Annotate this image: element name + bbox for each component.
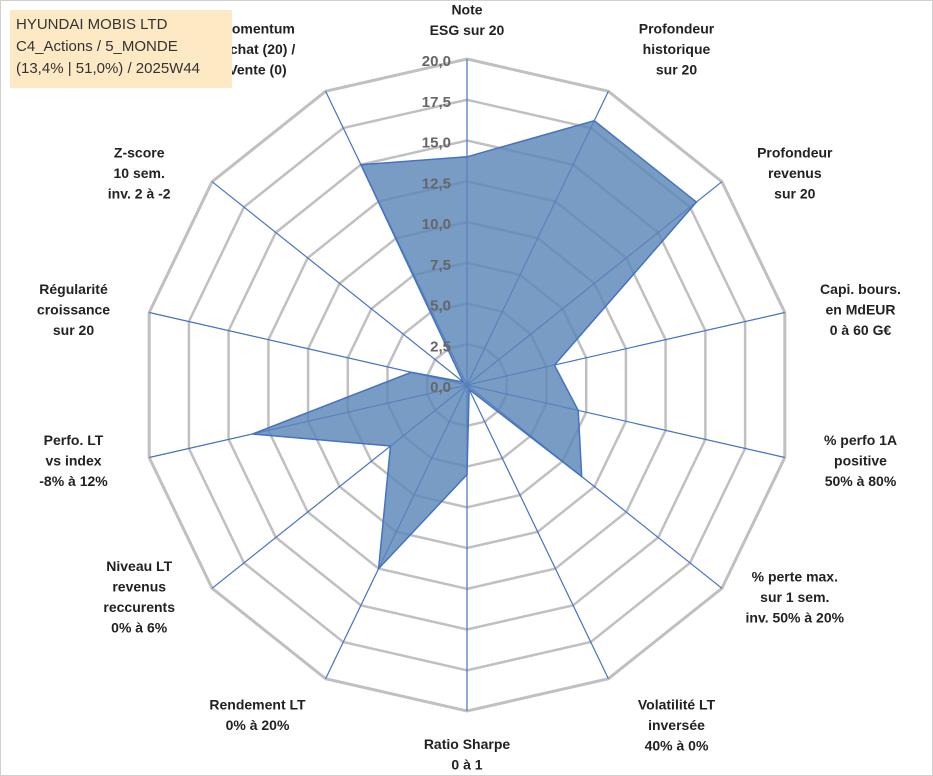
axis-label-line: Profondeur	[639, 21, 715, 37]
axis-label: Note ESG sur 20	[430, 2, 505, 39]
axis-label-line: croissance	[37, 301, 110, 317]
axis-label-line: Z-score	[114, 145, 165, 161]
axis-label-line: % perfo 1A	[824, 432, 897, 448]
axis-label-line: sur 1 sem.	[760, 589, 829, 605]
axis-labels: Note ESG sur 20 Profondeur historique sur 20…	[37, 2, 901, 773]
axis-label-line: inversée	[648, 717, 705, 733]
axis-label-line: positive	[834, 453, 887, 469]
axis-label: Niveau LT revenus reccurents 0% à 6%	[103, 558, 175, 636]
company-name: HYUNDAI MOBIS LTD	[16, 16, 168, 33]
axis-label: Volatilité LT inversée 40% à 0%	[638, 696, 716, 753]
axis-label-line: sur 20	[774, 186, 815, 202]
axis-label-line: 40% à 0%	[645, 737, 709, 753]
chart-title-box: HYUNDAI MOBIS LTD C4_Actions / 5_MONDE (…	[10, 10, 232, 88]
axis-label-line: -8% à 12%	[39, 473, 108, 489]
tick-label: 7,5	[430, 257, 451, 274]
axis-spoke	[466, 384, 609, 679]
axis-label-line: Achat (20) /	[220, 41, 296, 57]
tick-label: 10,0	[422, 216, 451, 233]
stats-label: (13,4% | 51,0%) / 2025W44	[16, 60, 200, 77]
axis-label-line: inv. 50% à 20%	[746, 610, 845, 626]
category-label: C4_Actions / 5_MONDE	[16, 38, 178, 55]
tick-label: 15,0	[422, 135, 451, 152]
axis-label: % perfo 1A positive 50% à 80%	[824, 432, 897, 489]
axis-label-line: Ratio Sharpe	[424, 736, 511, 752]
axis-label: Z-score 10 sem. inv. 2 à -2	[108, 145, 171, 202]
axis-label: Profondeur revenus sur 20	[757, 145, 833, 202]
tick-label: 5,0	[430, 298, 451, 315]
axis-label-line: Momentum	[220, 21, 295, 37]
axis-label-line: revenus	[768, 165, 822, 181]
radial-tick-labels: 0,0 2,5 5,0 7,5 10,0 12,5 15,0 17,5 20,0	[422, 53, 451, 396]
axis-label: Ratio Sharpe 0 à 1	[424, 736, 511, 773]
axis-label: Momentum Achat (20) / Vente (0)	[220, 21, 296, 78]
axis-label-line: vs index	[45, 453, 101, 469]
axis-label-line: reccurents	[103, 599, 175, 615]
axis-label-line: 0% à 6%	[111, 620, 168, 636]
axis-label: Capi. bours. en MdEUR 0 à 60 G€	[820, 281, 901, 338]
axis-label-line: Perfo. LT	[44, 432, 104, 448]
axis-label-line: Capi. bours.	[820, 281, 901, 297]
axis-label-line: en MdEUR	[826, 301, 896, 317]
axis-label-line: 10 sem.	[114, 165, 165, 181]
tick-label: 17,5	[422, 94, 451, 111]
tick-label: 0,0	[430, 379, 451, 396]
axis-label-line: 0 à 60 G€	[830, 322, 892, 338]
axis-label-line: ESG sur 20	[430, 22, 505, 38]
axis-label-line: Régularité	[39, 281, 108, 297]
axis-label-line: inv. 2 à -2	[108, 186, 171, 202]
radar-series	[252, 119, 698, 571]
series-area	[252, 119, 698, 571]
axis-label-line: Volatilité LT	[638, 696, 716, 712]
tick-label: 20,0	[422, 53, 451, 70]
axis-label-line: 0 à 1	[451, 757, 482, 773]
axis-label: Rendement LT 0% à 20%	[209, 696, 306, 733]
axis-spoke	[211, 181, 468, 386]
axis-label-line: 50% à 80%	[825, 473, 897, 489]
axis-label-line: Vente (0)	[228, 62, 286, 78]
axis-label: Profondeur historique sur 20	[639, 21, 715, 78]
axis-label-line: sur 20	[53, 322, 94, 338]
axis-label-line: historique	[643, 41, 711, 57]
axis-label-line: Niveau LT	[106, 558, 172, 574]
tick-label: 12,5	[422, 175, 451, 192]
axis-label-line: % perte max.	[752, 569, 838, 585]
tick-label: 2,5	[430, 338, 451, 355]
axis-label-line: Rendement LT	[209, 696, 306, 712]
axis-label-line: revenus	[112, 579, 166, 595]
axis-label-line: 0% à 20%	[226, 717, 290, 733]
axis-label: Régularité croissance sur 20	[37, 281, 110, 338]
axis-label-line: sur 20	[656, 62, 697, 78]
axis-label: Perfo. LT vs index -8% à 12%	[39, 432, 108, 489]
axis-label: % perte max. sur 1 sem. inv. 50% à 20%	[746, 569, 845, 626]
axis-label-line: Note	[451, 2, 482, 18]
axis-label-line: Profondeur	[757, 145, 833, 161]
